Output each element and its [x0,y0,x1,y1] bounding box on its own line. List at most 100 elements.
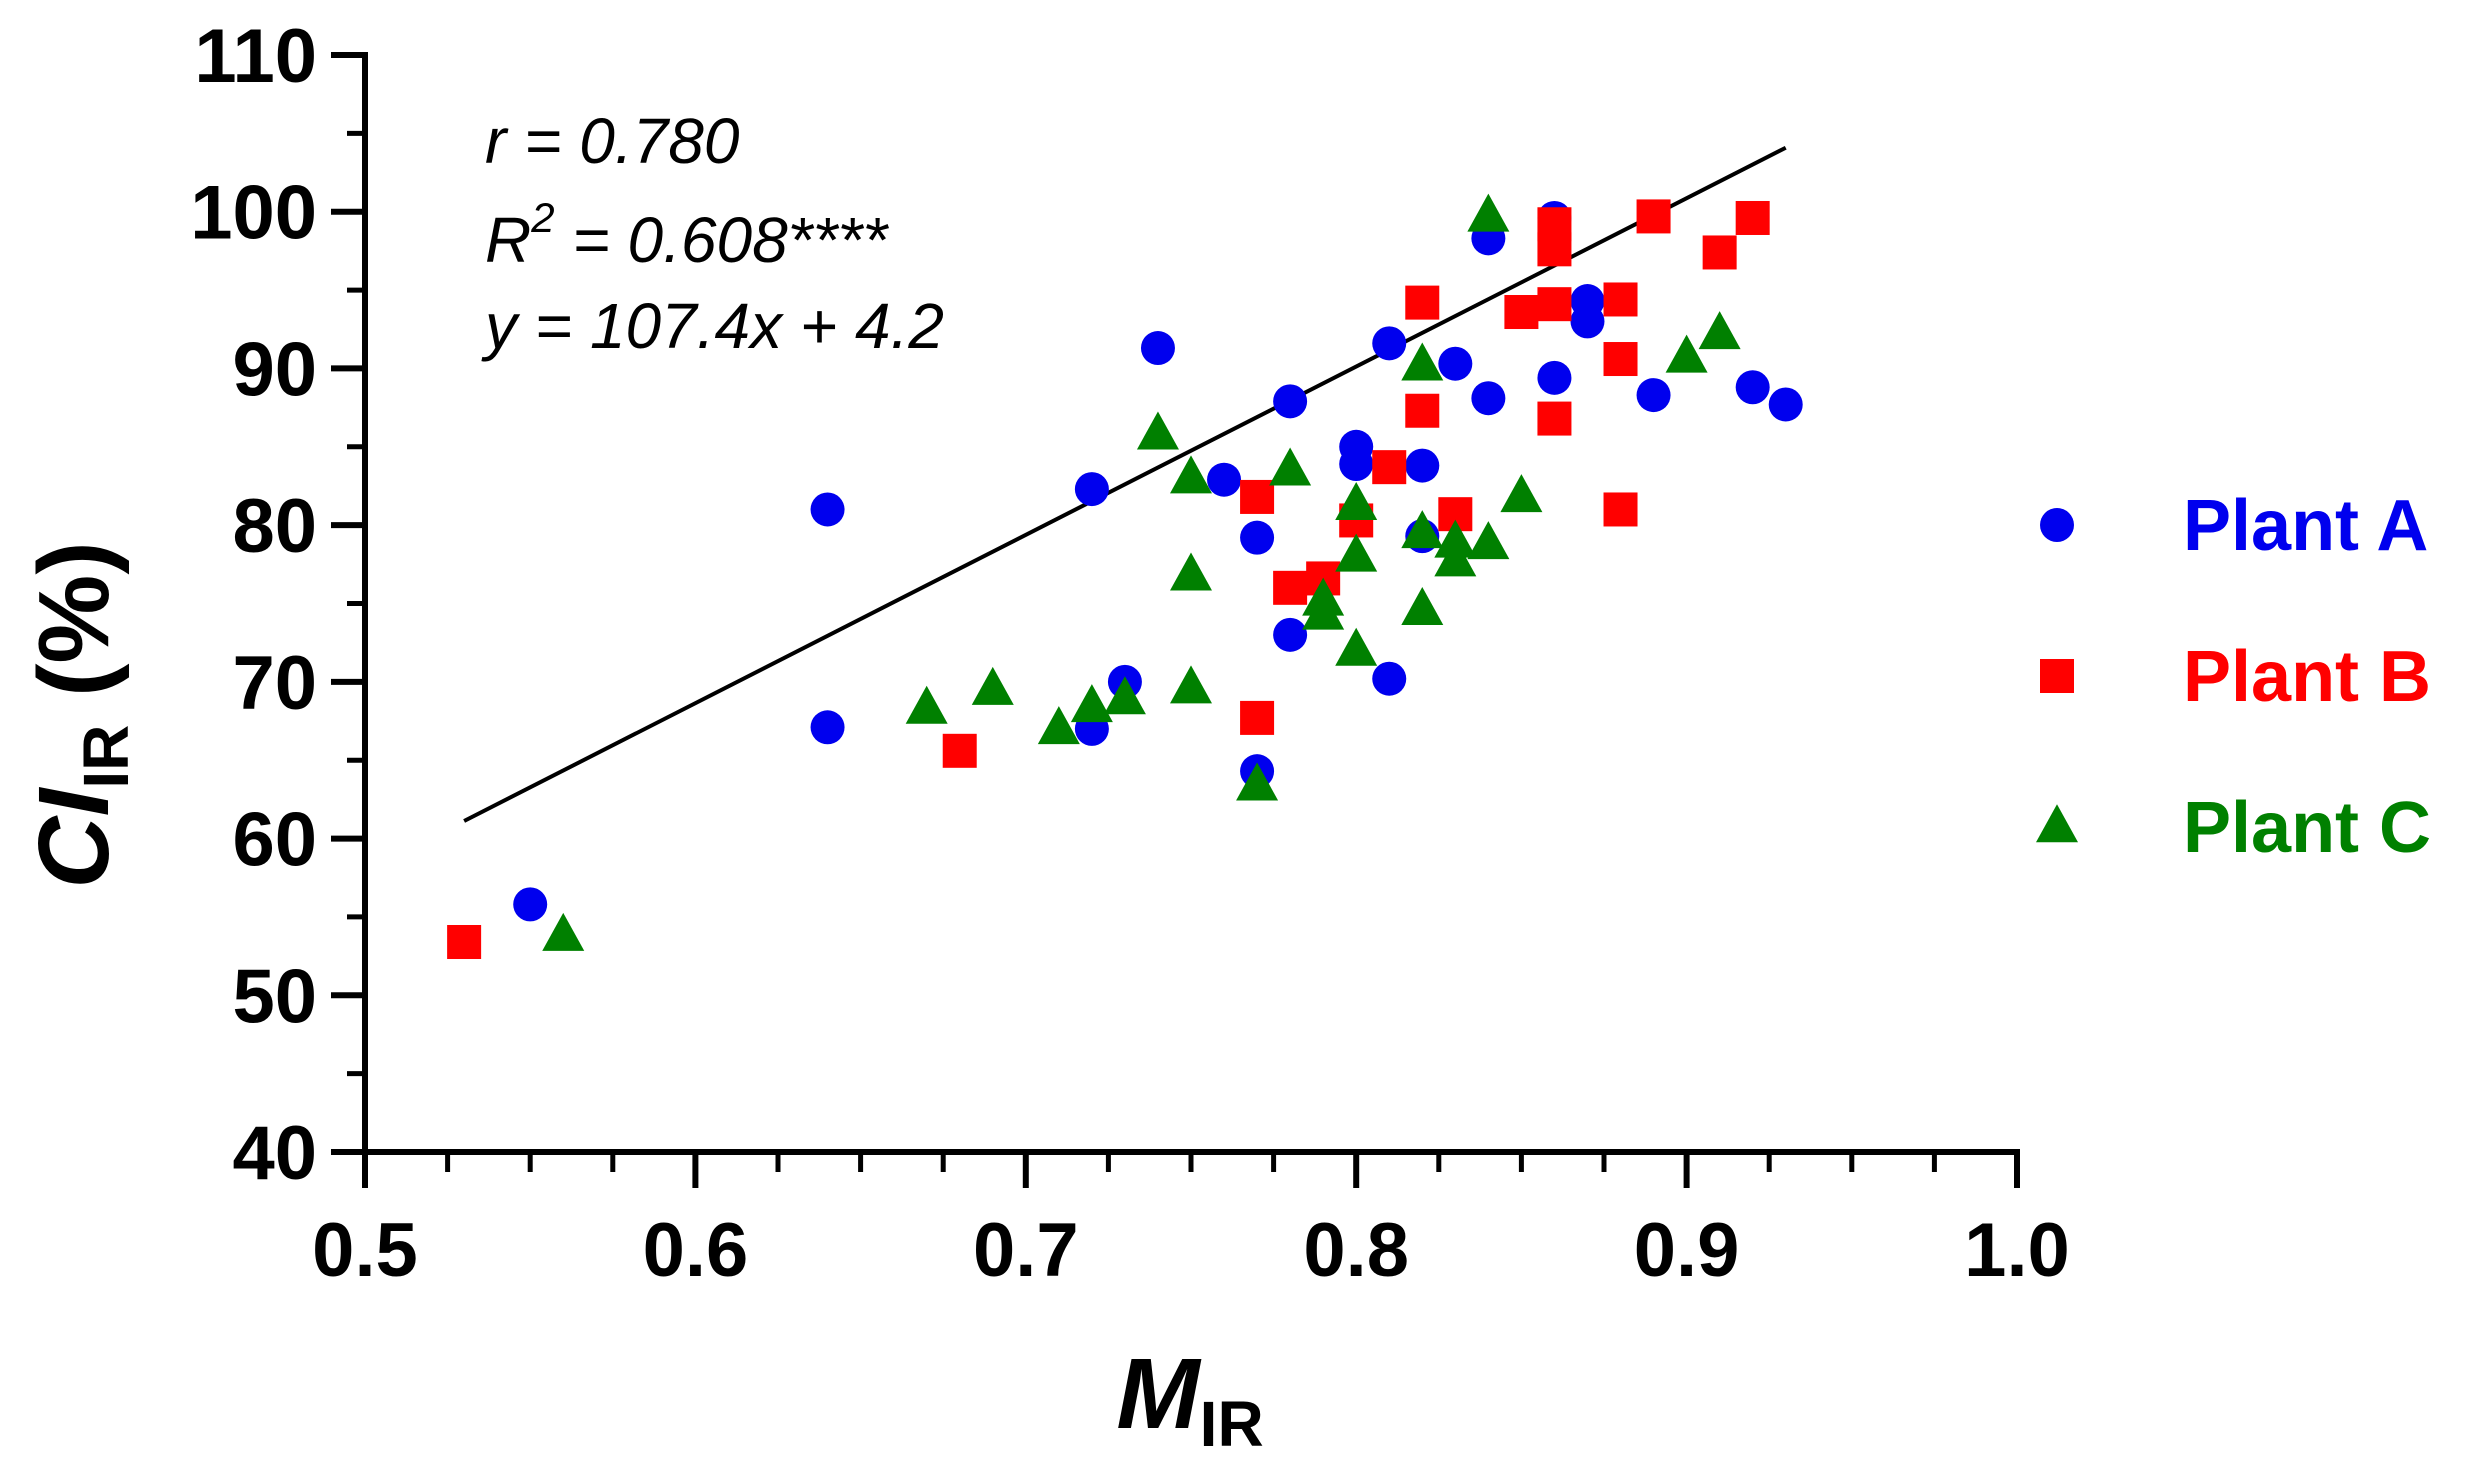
data-point [1401,586,1444,625]
data-point [1269,447,1312,486]
x-tick-label: 0.5 [312,1208,418,1293]
x-tick-label: 1.0 [1964,1208,2070,1293]
data-point [810,710,845,745]
data-point [1636,378,1671,413]
x-tick-label: 0.7 [973,1208,1079,1293]
stat-r2-rest: = 0.608**** [555,204,890,276]
data-point [1467,193,1510,232]
data-point [1405,393,1440,428]
y-tick-label: 100 [190,171,317,256]
legend-label: Plant B [2183,637,2431,717]
x-tick-label: 0.8 [1303,1208,1409,1293]
data-point [447,925,482,960]
y-axis-title-suffix: (%) [18,541,130,724]
series-plant-b [447,199,1770,960]
data-point [1405,448,1440,483]
data-point [1240,479,1275,514]
data-point [1070,684,1113,723]
data-point [810,492,845,527]
y-tick-label: 60 [232,798,317,883]
series-plant-c [542,193,1741,951]
data-point [1302,591,1345,630]
data-point [1603,342,1638,377]
data-point [971,666,1014,705]
data-point [1401,342,1444,381]
data-point [1702,235,1737,270]
data-point [1438,346,1473,381]
data-point [1768,387,1803,422]
y-tick-label: 50 [232,954,317,1039]
data-point [1500,474,1543,513]
data-point [1074,472,1109,507]
legend-label: Plant A [2183,486,2428,566]
data-point [1603,282,1638,317]
data-point [1467,521,1510,560]
data-point [1335,627,1378,666]
y-axis-title-main: CI [18,786,130,888]
y-axis-title-sub: IR [70,725,142,789]
data-point [1665,334,1708,373]
data-point [1434,538,1477,577]
y-axis-title: CIIR (%) [18,541,142,888]
data-point [1170,552,1212,591]
y-tick-label: 40 [232,1111,317,1196]
data-point [1140,331,1175,366]
data-point [1735,370,1770,405]
data-point [1236,762,1279,801]
legend-label: Plant C [2183,788,2431,868]
x-tick-label: 0.9 [1634,1208,1740,1293]
data-point [1405,285,1440,320]
data-point [542,912,585,951]
data-point [1537,360,1572,395]
y-tick-label: 110 [194,14,317,99]
data-point [1537,232,1572,267]
data-point [513,887,548,922]
stat-r2-power: 2 [530,194,554,241]
data-point [1537,401,1572,436]
data-point [905,685,948,724]
x-axis-title-main: M [1116,1338,1202,1450]
legend-marker [2036,804,2078,843]
data-point [1273,570,1308,605]
data-point [1170,665,1212,704]
legend: Plant A Plant B Plant C [2036,486,2431,868]
x-axis-title-sub: IR [1200,1388,1264,1460]
x-axis-title: MIR [1116,1338,1263,1460]
data-point [1471,381,1506,416]
stat-r2: R2 = 0.608**** [485,194,889,276]
data-point [1207,462,1242,497]
data-point [1136,411,1179,450]
data-point [1372,326,1407,361]
data-point [1401,510,1444,549]
data-point [1335,533,1378,572]
axes: 40 50 60 70 80 90 100 110 0.5 0.6 0.7 0.8 0.9 1.0 [190,14,2070,1293]
stat-r: r = 0.780 [485,105,740,177]
data-point [1103,676,1146,715]
data-point [1372,450,1407,485]
data-point [1273,617,1308,652]
data-point [1273,384,1308,419]
y-tick-label: 80 [232,484,317,569]
data-point [1636,199,1671,234]
legend-marker [2040,508,2074,542]
legend-marker [2040,659,2074,693]
data-point [1240,700,1275,735]
stat-r2-prefix: R [485,204,531,276]
data-point [1570,304,1605,339]
data-point [1735,200,1770,235]
y-tick-label: 70 [232,641,317,726]
data-point [1603,492,1638,527]
y-tick-label: 90 [232,327,317,412]
stat-equation: y = 107.4x + 4.2 [481,290,944,362]
data-points [447,193,1803,960]
data-point [1537,287,1572,322]
data-point [942,733,977,768]
data-point [1698,311,1741,350]
data-point [1372,661,1407,696]
data-point [1335,481,1378,520]
data-point [1240,520,1275,555]
data-point [1037,706,1080,745]
data-point [1170,455,1212,494]
data-point [1504,295,1539,330]
